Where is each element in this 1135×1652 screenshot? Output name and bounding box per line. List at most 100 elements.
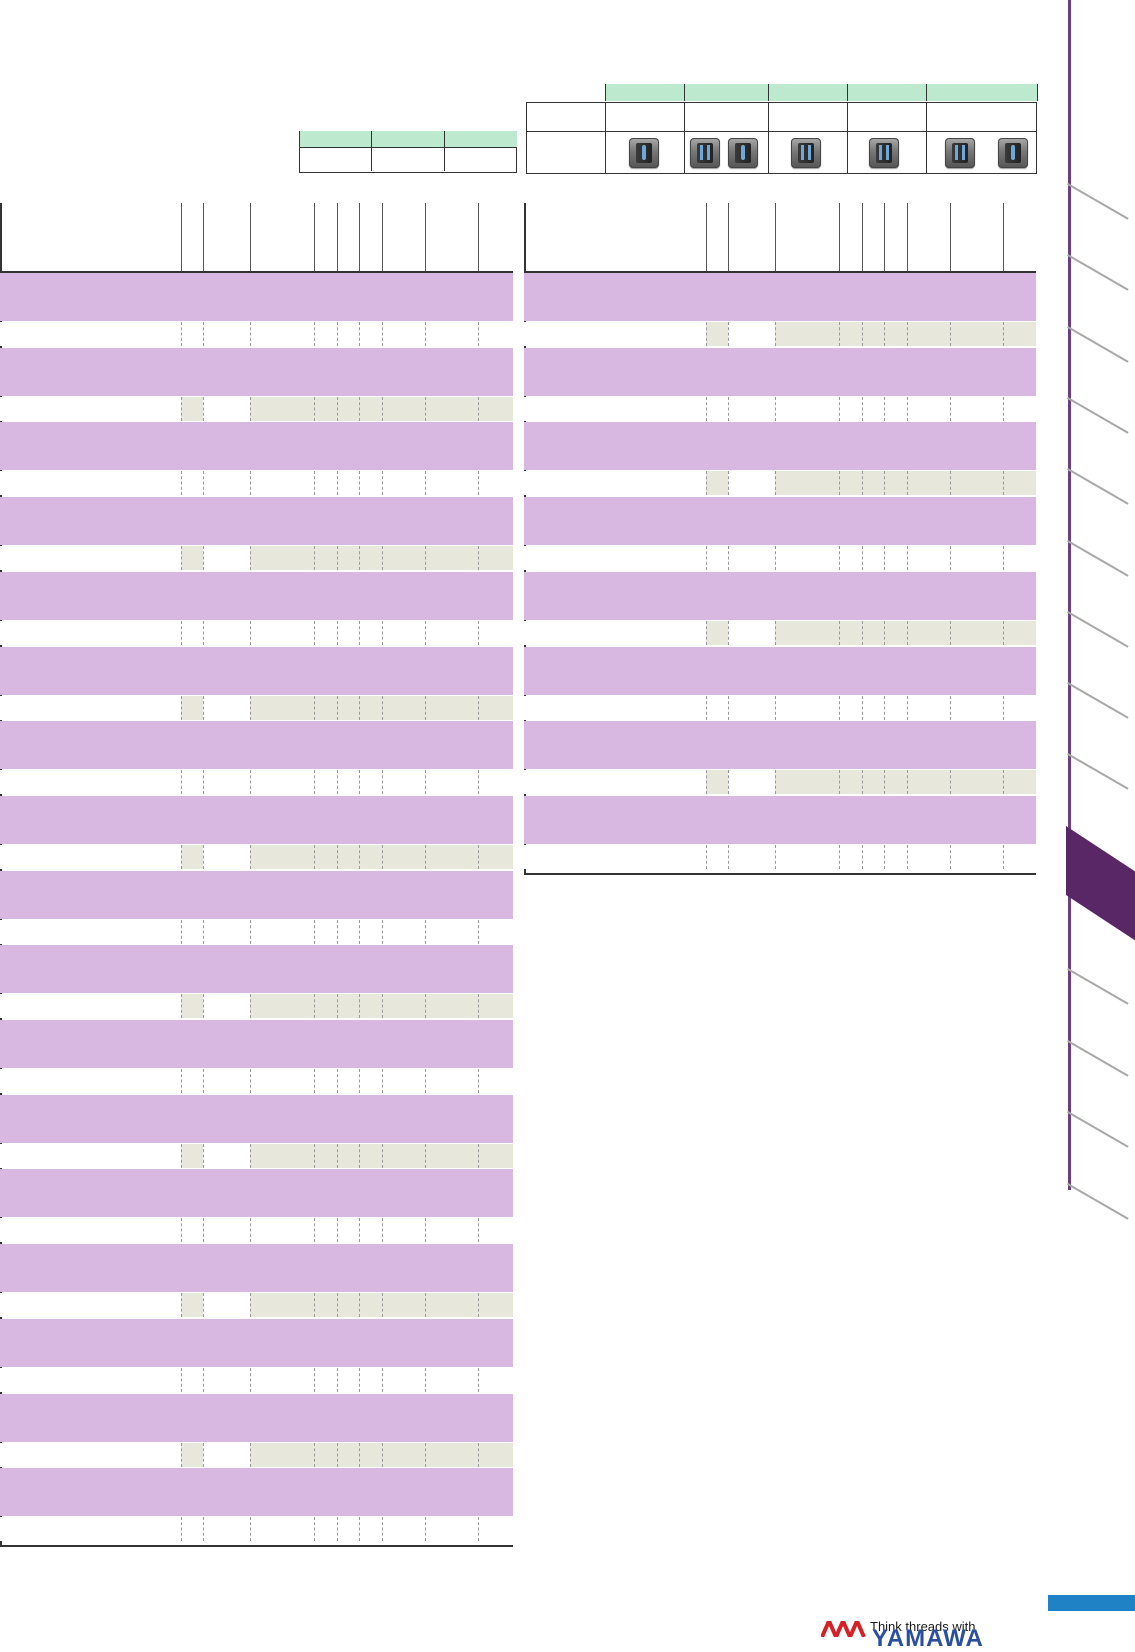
cell-divider [314, 1442, 315, 1467]
cell-divider [250, 1069, 251, 1093]
cell-divider [203, 620, 204, 645]
cell-divider [478, 919, 479, 944]
section-tab[interactable] [1067, 611, 1129, 648]
cell-divider [425, 1293, 426, 1318]
section-tab[interactable] [1067, 1183, 1129, 1220]
cell-divider [950, 695, 951, 720]
section-tab[interactable] [1067, 254, 1129, 291]
shaded-cell [250, 396, 513, 421]
cell-divider [1003, 620, 1004, 645]
cell-divider [478, 396, 479, 421]
legend-large-divider [926, 103, 927, 173]
table-row [0, 1367, 513, 1392]
section-tab[interactable] [1067, 968, 1129, 1005]
cell-divider [359, 546, 360, 571]
header-column-divider [382, 203, 383, 273]
cell-divider [314, 1367, 315, 1392]
cell-divider [425, 1218, 426, 1243]
section-tab-active[interactable] [1066, 826, 1135, 941]
cell-divider [1003, 471, 1004, 496]
cell-divider [478, 844, 479, 869]
section-tab[interactable] [1067, 468, 1129, 505]
cell-divider [337, 396, 338, 421]
cell-divider [728, 770, 729, 795]
section-tab[interactable] [1067, 753, 1129, 790]
cell-divider [203, 695, 204, 720]
cell-divider [950, 322, 951, 346]
cell-divider [950, 396, 951, 421]
legend-large-header [605, 84, 685, 101]
header-column-divider [478, 203, 479, 273]
cell-divider [478, 1143, 479, 1168]
cell-divider [314, 844, 315, 869]
cell-divider [382, 546, 383, 571]
cell-divider [884, 695, 885, 720]
cell-divider [203, 770, 204, 795]
cell-divider [862, 471, 863, 496]
cell-divider [425, 471, 426, 496]
legend-small-divider [299, 131, 300, 171]
cell-divider [250, 396, 251, 421]
cell-divider [425, 546, 426, 571]
cell-divider [478, 994, 479, 1019]
cell-divider [775, 396, 776, 421]
cell-divider [203, 1442, 204, 1467]
cell-divider [250, 1367, 251, 1392]
cell-divider [839, 546, 840, 571]
table-bottom-rule [524, 872, 1036, 875]
cell-divider [314, 1218, 315, 1243]
table-group-row [0, 347, 513, 396]
section-tab[interactable] [1067, 183, 1129, 220]
shaded-cell [181, 844, 203, 869]
table-group-row [0, 646, 513, 695]
legend-large-divider [847, 103, 848, 173]
legend-small-divider [371, 131, 372, 171]
header-column-divider [706, 203, 707, 273]
section-tab[interactable] [1067, 326, 1129, 363]
header-column-divider [314, 203, 315, 273]
cell-divider [337, 844, 338, 869]
table-group-row [524, 422, 1036, 471]
cell-divider [359, 770, 360, 795]
cell-divider [950, 844, 951, 869]
legend-large-row-divider [527, 131, 1036, 132]
section-tab[interactable] [1067, 540, 1129, 577]
section-tab[interactable] [1067, 1111, 1129, 1148]
cell-divider [314, 546, 315, 571]
cell-divider [359, 1293, 360, 1318]
section-tab[interactable] [1067, 397, 1129, 434]
section-tab[interactable] [1067, 1040, 1129, 1077]
legend-large-divider [684, 103, 685, 173]
cell-divider [884, 396, 885, 421]
table-group-row [524, 347, 1036, 396]
cell-divider [907, 770, 908, 795]
table-group-row [0, 1020, 513, 1068]
table-group-row [0, 422, 513, 471]
table-row [524, 695, 1036, 720]
shaded-cell [706, 471, 728, 496]
cell-divider [478, 1442, 479, 1467]
header-column-divider [950, 203, 951, 273]
cell-divider [382, 1293, 383, 1318]
legend-large-header [768, 84, 848, 101]
cell-divider [203, 322, 204, 346]
cell-divider [359, 695, 360, 720]
cell-divider [250, 620, 251, 645]
cell-divider [250, 994, 251, 1019]
cell-divider [1003, 695, 1004, 720]
cell-divider [728, 471, 729, 496]
table-row [0, 1218, 513, 1243]
table-row [524, 620, 1036, 645]
cell-divider [706, 471, 707, 496]
header-column-divider [1003, 203, 1004, 273]
section-tab[interactable] [1067, 682, 1129, 719]
cell-divider [337, 1069, 338, 1093]
cell-divider [203, 1517, 204, 1542]
cell-divider [203, 396, 204, 421]
cell-divider [314, 770, 315, 795]
table-group-row [0, 1244, 513, 1293]
cell-divider [337, 620, 338, 645]
cell-divider [478, 322, 479, 346]
table-row [0, 770, 513, 795]
shaded-cell [250, 695, 513, 720]
